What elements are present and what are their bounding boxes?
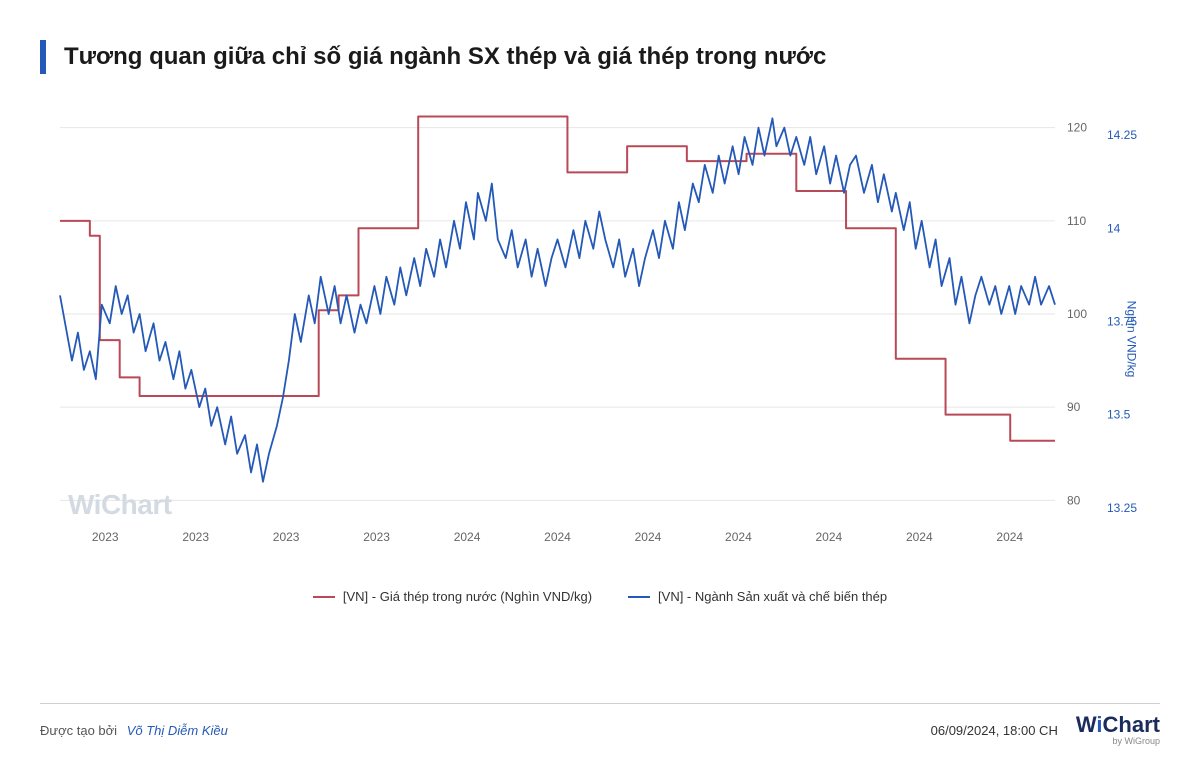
svg-text:2023: 2023	[92, 530, 119, 544]
legend: [VN] - Giá thép trong nước (Nghìn VND/kg…	[40, 589, 1160, 604]
svg-text:2024: 2024	[996, 530, 1023, 544]
logo-subtext: by WiGroup	[1076, 736, 1160, 746]
svg-text:13.5: 13.5	[1107, 408, 1131, 422]
legend-swatch	[313, 596, 335, 598]
svg-text:2023: 2023	[273, 530, 300, 544]
svg-text:2024: 2024	[635, 530, 662, 544]
chart-svg: 2023 2023 2023 2023 2024 2024 2024 2024 2024 2024…	[40, 99, 1160, 579]
svg-text:2023: 2023	[363, 530, 390, 544]
chart-area: 2023 2023 2023 2023 2024 2024 2024 2024 2024 2024…	[40, 99, 1160, 579]
created-by-label: Được tạo bởi	[40, 723, 117, 738]
timestamp: 06/09/2024, 18:00 CH	[931, 723, 1058, 738]
title-row: Tương quan giữa chỉ số giá ngành SX thép…	[40, 40, 1160, 74]
svg-text:14: 14	[1107, 221, 1121, 235]
logo-text: WiChart	[1076, 712, 1160, 737]
svg-text:13.25: 13.25	[1107, 501, 1137, 515]
svg-text:2024: 2024	[906, 530, 933, 544]
svg-text:90: 90	[1067, 400, 1081, 414]
svg-text:2024: 2024	[544, 530, 571, 544]
svg-text:80: 80	[1067, 493, 1081, 507]
legend-swatch	[628, 596, 650, 598]
series-gia_thep	[60, 116, 1055, 440]
footer-left: Được tạo bởi Võ Thị Diễm Kiều	[40, 723, 228, 738]
legend-label: [VN] - Ngành Sản xuất và chế biến thép	[658, 589, 887, 604]
svg-text:2024: 2024	[454, 530, 481, 544]
legend-label: [VN] - Giá thép trong nước (Nghìn VND/kg…	[343, 589, 592, 604]
legend-item: [VN] - Giá thép trong nước (Nghìn VND/kg…	[313, 589, 592, 604]
logo: WiChart by WiGroup	[1076, 714, 1160, 746]
svg-text:100: 100	[1067, 307, 1087, 321]
svg-text:2023: 2023	[182, 530, 209, 544]
watermark: WiChart	[68, 489, 172, 521]
footer: Được tạo bởi Võ Thị Diễm Kiều 06/09/2024…	[40, 703, 1160, 746]
svg-text:110: 110	[1067, 214, 1086, 228]
footer-right: 06/09/2024, 18:00 CH WiChart by WiGroup	[931, 714, 1160, 746]
author-name: Võ Thị Diễm Kiều	[127, 723, 228, 738]
series-nganh_sx	[60, 118, 1055, 481]
svg-text:2024: 2024	[816, 530, 843, 544]
svg-text:14.25: 14.25	[1107, 128, 1137, 142]
chart-container: Tương quan giữa chỉ số giá ngành SX thép…	[0, 0, 1200, 766]
svg-text:2024: 2024	[725, 530, 752, 544]
svg-text:120: 120	[1067, 121, 1087, 135]
y-right-axis-label: Nghìn VND/kg	[1125, 301, 1139, 378]
legend-item: [VN] - Ngành Sản xuất và chế biến thép	[628, 589, 887, 604]
chart-title: Tương quan giữa chỉ số giá ngành SX thép…	[64, 43, 826, 71]
title-accent-bar	[40, 40, 46, 74]
